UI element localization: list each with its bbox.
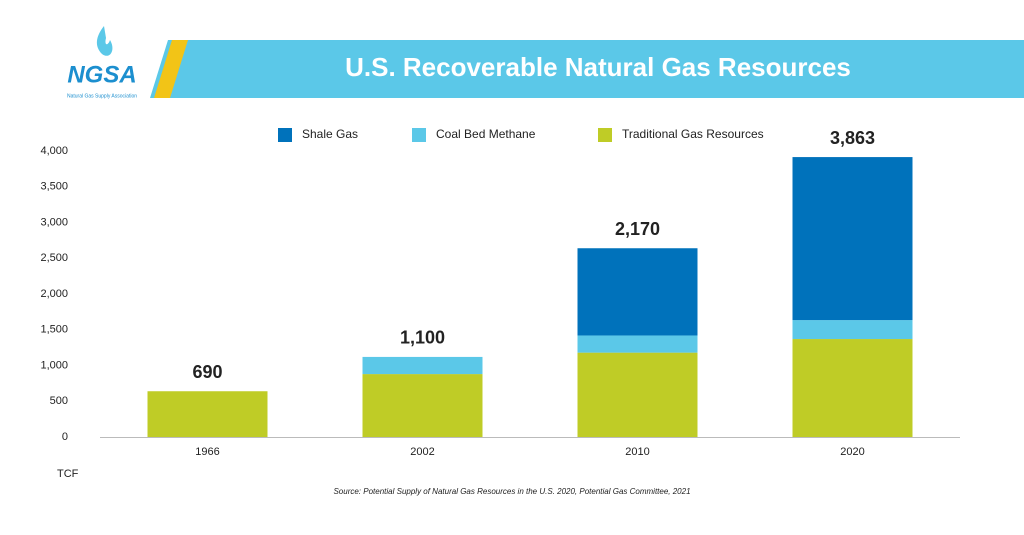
legend-label: Traditional Gas Resources (622, 127, 764, 141)
x-tick-label: 1966 (195, 446, 219, 458)
source-note: Source: Potential Supply of Natural Gas … (333, 487, 690, 496)
logo: NGSA (67, 61, 136, 88)
logo-tagline: Natural Gas Supply Association (67, 93, 137, 99)
y-tick-label: 500 (50, 395, 68, 407)
bar-segment (362, 374, 483, 437)
legend-label: Shale Gas (302, 127, 358, 141)
logo-flame (96, 26, 113, 56)
y-tick-label: 3,000 (40, 216, 68, 228)
total-label: 1,100 (400, 328, 445, 348)
bar-segment (577, 352, 698, 437)
y-tick-label: 3,500 (40, 181, 68, 193)
y-tick-label: 2,500 (40, 252, 68, 264)
legend-swatch (598, 128, 612, 142)
bar-segment (577, 335, 698, 353)
legend-swatch (412, 128, 426, 142)
legend-swatch (278, 128, 292, 142)
bar-segment (577, 248, 698, 336)
total-label: 2,170 (615, 219, 660, 239)
total-label: 3,863 (830, 128, 875, 148)
x-tick-label: 2010 (625, 446, 649, 458)
bar-segment (792, 157, 913, 321)
y-tick-label: 1,500 (40, 324, 68, 336)
bar-segment (792, 339, 913, 437)
y-tick-label: 0 (62, 431, 68, 443)
y-tick-label: 2,000 (40, 288, 68, 300)
title-banner (150, 40, 1024, 98)
x-tick-label: 2002 (410, 446, 434, 458)
bar-segment (792, 320, 913, 340)
y-axis-label: TCF (57, 468, 79, 480)
banner-stripe (154, 40, 188, 98)
chart-title: U.S. Recoverable Natural Gas Resources (345, 52, 851, 82)
x-tick-label: 2020 (840, 446, 864, 458)
total-label: 690 (192, 362, 222, 382)
y-tick-label: 1,000 (40, 359, 68, 371)
legend-label: Coal Bed Methane (436, 127, 536, 141)
bar-segment (147, 391, 268, 437)
y-tick-label: 4,000 (40, 145, 68, 157)
bar-segment (362, 356, 483, 375)
